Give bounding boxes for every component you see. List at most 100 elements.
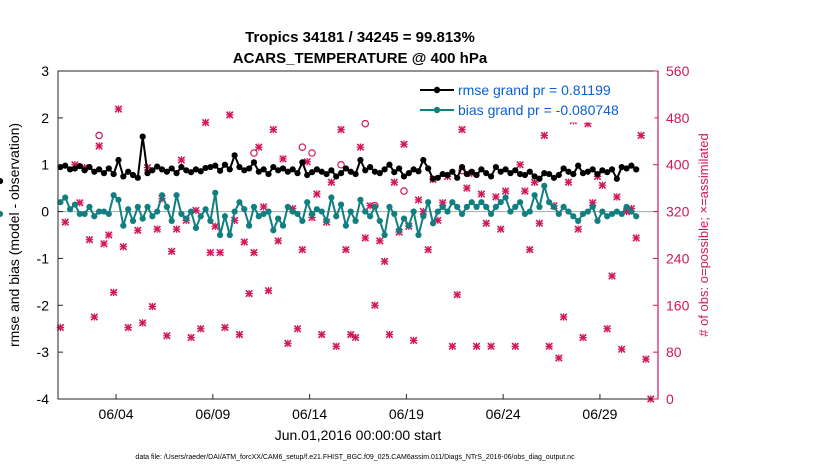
y-tick-label: -2	[37, 297, 50, 313]
obs-possible-marker	[250, 149, 258, 157]
bias-point	[154, 208, 161, 215]
obs-assimilated-marker	[274, 237, 282, 245]
bias-point	[289, 208, 296, 215]
rmse-point	[497, 168, 504, 175]
rmse-point	[429, 175, 437, 182]
rmse-point	[492, 163, 500, 171]
obs-assimilated-marker	[574, 225, 582, 233]
obs-assimilated-marker	[240, 238, 249, 246]
bias-point	[183, 215, 190, 222]
bias-point	[362, 208, 369, 215]
rmse-point	[371, 168, 379, 175]
bias-point	[246, 222, 253, 229]
bias-point	[66, 206, 74, 213]
rmse-point	[100, 170, 108, 177]
obs-possible-marker	[308, 149, 316, 157]
legend[interactable]: rmse grand pr = 0.81199 bias grand pr = …	[415, 75, 655, 123]
obs-assimilated-marker	[342, 245, 350, 254]
bias-point	[221, 213, 229, 220]
rmse-point	[584, 168, 591, 175]
bias-point	[366, 213, 374, 220]
rmse-point	[516, 170, 524, 178]
bias-point	[579, 210, 587, 218]
bias-point	[270, 227, 277, 234]
bias-point	[604, 213, 611, 220]
rmse-point	[342, 165, 350, 172]
bias-point	[536, 203, 543, 210]
bias-point	[444, 208, 451, 215]
bias-point	[173, 192, 180, 199]
obs-assimilated-marker	[245, 289, 253, 298]
bias-point	[376, 217, 383, 225]
rmse-point	[255, 168, 262, 175]
obs-assimilated-marker	[138, 319, 147, 327]
obs-assimilated-marker	[356, 143, 365, 151]
obs-assimilated-marker	[216, 248, 224, 257]
rmse-point	[473, 171, 480, 179]
obs-assimilated-marker	[196, 324, 205, 333]
obs-assimilated-marker	[458, 125, 466, 134]
bias-point	[526, 208, 533, 215]
obs-assimilated-marker	[535, 219, 544, 228]
rmse-point	[105, 165, 112, 172]
rmse-point	[250, 159, 258, 166]
rmse-point	[279, 165, 287, 172]
bias-point	[633, 213, 640, 220]
obs-possible-marker	[361, 119, 370, 128]
rmse-point	[633, 166, 640, 173]
bias-point	[231, 208, 238, 215]
y2-tick-label: 400	[666, 157, 690, 173]
bias-point	[628, 208, 635, 215]
bias-point	[134, 203, 141, 210]
rmse-point	[337, 170, 345, 177]
obs-assimilated-marker	[264, 286, 273, 295]
obs-assimilated-marker	[269, 125, 278, 134]
obs-assimilated-marker	[598, 181, 607, 189]
rmse-point	[560, 165, 567, 172]
rmse-point	[241, 167, 248, 174]
rmse-point	[608, 166, 616, 173]
bias-point	[284, 203, 291, 210]
obs-assimilated-marker	[317, 330, 326, 339]
bias-point	[512, 203, 519, 210]
rmse-point	[444, 171, 451, 179]
obs-assimilated-marker	[298, 245, 307, 254]
obs-assimilated-marker	[501, 187, 510, 195]
rmse-point	[400, 173, 408, 180]
bias-point	[449, 199, 456, 206]
obs-assimilated-marker	[603, 324, 611, 333]
bias-point	[347, 208, 354, 215]
bias-point	[458, 210, 466, 218]
bias-point	[468, 199, 475, 206]
obs-assimilated-marker	[642, 355, 650, 363]
obs-assimilated-marker	[516, 160, 524, 169]
obs-assimilated-marker	[211, 222, 220, 230]
bias-point	[541, 182, 548, 189]
obs-possible-marker	[400, 187, 408, 195]
x-axis-label: Jun.01,2016 00:00:00 start	[275, 427, 442, 443]
bias-point	[328, 194, 335, 201]
bias-point	[410, 208, 417, 215]
obs-assimilated-marker	[148, 302, 157, 311]
obs-assimilated-marker	[390, 178, 399, 187]
rmse-point	[628, 162, 635, 169]
bias-point	[400, 215, 408, 222]
bias-point	[308, 210, 316, 218]
rmse-point	[623, 165, 630, 172]
rmse-point	[536, 175, 543, 182]
rmse-point	[352, 170, 359, 178]
bias-point	[560, 203, 567, 210]
obs-assimilated-marker	[153, 225, 161, 233]
y-tick-label: 2	[41, 110, 49, 126]
rmse-point	[357, 156, 364, 164]
obs-assimilated-marker	[414, 196, 423, 204]
obs-assimilated-marker	[463, 184, 471, 192]
x-tick-label: 06/29	[582, 406, 617, 422]
obs-assimilated-marker	[206, 248, 215, 257]
bias-point	[507, 208, 514, 215]
rmse-point	[284, 168, 291, 175]
obs-possible-marker	[337, 160, 345, 169]
rmse-point	[391, 169, 398, 176]
rmse-point	[487, 173, 495, 180]
bias-point	[371, 203, 379, 210]
